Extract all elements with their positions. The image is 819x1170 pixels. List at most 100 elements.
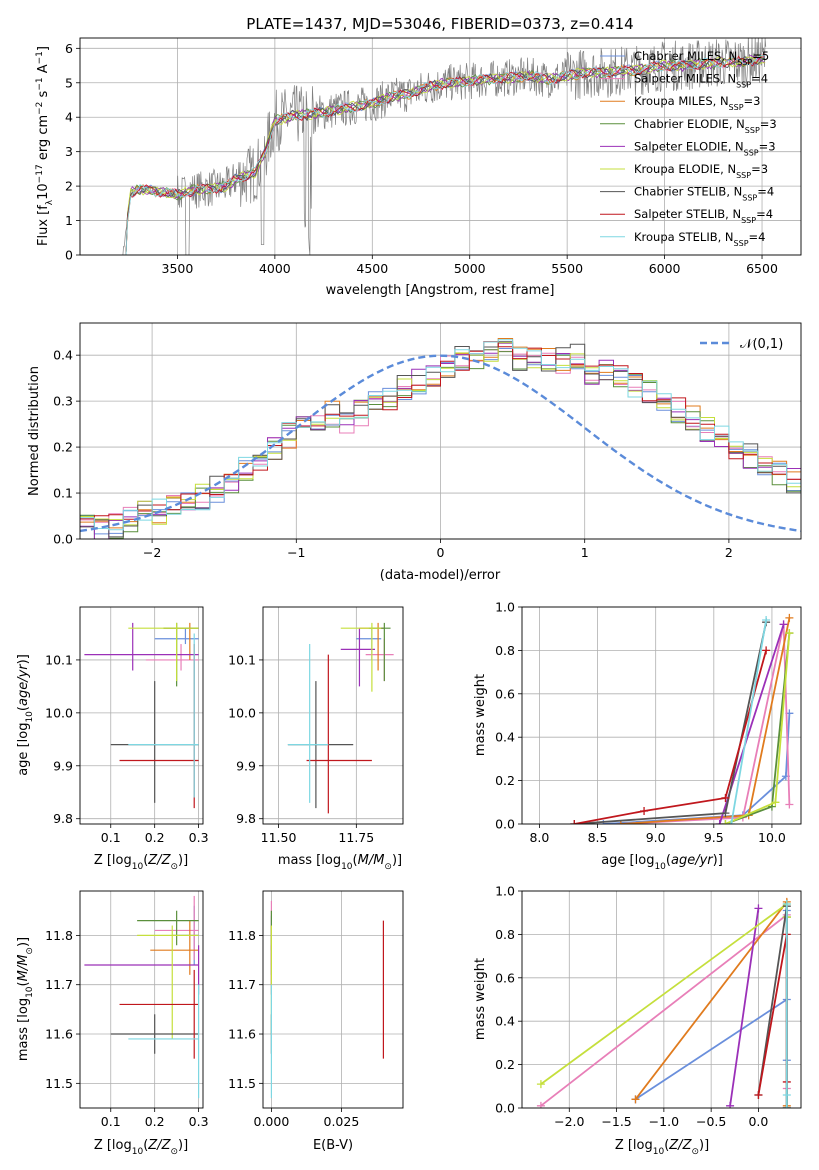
panel-mass-weight-vs-age: 8.0 8.5 9.0 9.5 10.0 0.0 0.2 0.4 0.6 0.8 1.0 (495, 600, 802, 845)
label-part: )] (178, 1138, 188, 1153)
grid (259, 607, 403, 828)
x-tick-label: 9.0 (646, 830, 666, 845)
x-tick-label: 0.0 (748, 1114, 768, 1129)
label-part: ⊙ (170, 1147, 178, 1157)
age-z-y-axis-label: age [log10(age/yr)] (16, 654, 35, 776)
label-part: 10 (654, 862, 666, 872)
label-part: )] (178, 853, 188, 868)
mass-ebv-x-axis-label: E(B-V) (313, 1138, 353, 1153)
label-part: )] (16, 937, 31, 947)
x-tick-label: 8.0 (529, 830, 549, 845)
panel-residual-histogram: −2 −1 0 1 2 0.0 0.1 0.2 0.3 0.4 (53, 322, 802, 560)
y-tick-label: 9.8 (53, 811, 73, 826)
legend-sub: SSP (737, 58, 752, 67)
weight-marker (536, 1080, 545, 1089)
x-tick-label: 0.1 (101, 1114, 121, 1129)
legend-name: Kroupa ELODIE, N (634, 162, 736, 176)
weight-marker (762, 616, 771, 625)
weight-line-salpeter-miles (620, 624, 791, 824)
weight-line-salpeter-elodie (729, 908, 760, 1106)
legend-label: Salpeter ELODIE, NSSP=3 (634, 139, 776, 157)
grid (76, 607, 203, 828)
histogram-salpeter-stelib (80, 341, 801, 520)
weight-marker (721, 820, 730, 824)
label-part: s (36, 90, 51, 101)
plot-area (536, 897, 791, 1108)
histogram-y-axis-label: Normed distribution (27, 366, 42, 496)
y-tick-label: 3 (65, 144, 73, 159)
legend-label: Kroupa MILES, NSSP=3 (634, 94, 760, 112)
panel-age-vs-mass: 11.50 11.75 9.8 9.9 10.0 10.1 (228, 606, 404, 845)
legend-sub: SSP (729, 103, 744, 112)
label-part: Z [log (615, 1138, 653, 1153)
weight-marker (771, 798, 780, 807)
legend-name: Salpeter MILES, N (634, 72, 736, 86)
y-tick-label: 11.7 (228, 977, 256, 992)
x-tick-label: −1.0 (649, 1114, 679, 1129)
y-tick-label: 11.5 (45, 1076, 73, 1091)
y-tick-label: 4 (65, 110, 73, 125)
y-tick-label: 0.6 (495, 686, 515, 701)
x-tick-label: 11.75 (338, 830, 374, 845)
label-part: ] (36, 46, 51, 51)
y-tick-label: 0.0 (53, 532, 73, 547)
grid (259, 891, 403, 1112)
y-tick-label: 0.8 (495, 927, 515, 942)
y-tick-label: 9.9 (53, 758, 73, 773)
legend-name: Kroupa MILES, N (634, 94, 729, 108)
y-tick-label: 0.4 (495, 730, 515, 745)
panel-age-vs-z: 0.1 0.2 0.3 9.8 9.9 10.0 10.1 (45, 606, 209, 845)
x-tick-label: 0 (437, 545, 445, 560)
weight-marker (785, 613, 794, 622)
histogram-salpeter-elodie (80, 342, 801, 539)
y-tick-label: 2 (65, 179, 73, 194)
y-tick-label: 0.2 (495, 773, 515, 788)
spectrum-x-axis-label: wavelength [Angstrom, rest frame] (326, 283, 555, 298)
label-part: ⊙ (25, 947, 35, 955)
axes-frame (79, 322, 802, 540)
label-part: age [log (601, 853, 654, 868)
x-tick-label: 5000 (454, 261, 486, 276)
x-tick-label: 0.2 (145, 1114, 165, 1129)
x-tick-label: 8.5 (588, 830, 608, 845)
label-part: λ (45, 199, 55, 205)
label-part: )] (392, 853, 402, 868)
y-tick-label: 11.8 (228, 928, 256, 943)
y-tick-label: 10.0 (45, 705, 73, 720)
axes-frame (521, 606, 802, 825)
label-part: erg cm (36, 115, 51, 164)
y-tick-label: 0.4 (495, 1014, 515, 1029)
label-part: Z/Z (668, 1138, 692, 1153)
panel-spectrum: 3500 4000 4500 5000 5500 6000 6500 0 1 2 3 4 5 6 (65, 37, 802, 276)
x-tick-label: 2 (725, 545, 733, 560)
axes-frame (79, 606, 204, 825)
label-part: ⊙ (170, 862, 178, 872)
x-tick-label: −1 (287, 545, 305, 560)
label-part: −1 (35, 77, 45, 90)
legend-name: Kroupa STELIB, N (634, 230, 734, 244)
label-part: ( (664, 1138, 669, 1153)
plot-area (84, 622, 199, 809)
label-part: 10 (25, 711, 35, 723)
figure-title: PLATE=1437, MJD=53046, FIBERID=0373, z=0… (246, 15, 633, 33)
label-part: −17 (35, 164, 45, 183)
y-tick-label: 10.1 (45, 652, 73, 667)
weight-marker (536, 1101, 545, 1108)
y-tick-label: 6 (65, 41, 73, 56)
weight-age-x-axis-label: age [log10(age/yr)] (601, 853, 723, 872)
y-tick-label: 0.0 (495, 1101, 515, 1116)
y-tick-label: 11.5 (228, 1076, 256, 1091)
label-part: M/M (16, 955, 31, 982)
panel-mass-weight-vs-z: −2.0 −1.5 −1.0 −0.5 0.0 0.0 0.2 0.4 0.6 0.8 1.0 (495, 884, 802, 1129)
x-tick-label: 0.2 (145, 830, 165, 845)
label-part: 10 (341, 862, 353, 872)
y-tick-label: 10.0 (228, 705, 256, 720)
legend-sub: SSP (736, 171, 751, 180)
legend-count: =5 (752, 49, 769, 63)
y-tick-label: 0.6 (495, 970, 515, 985)
label-part: age/yr (16, 663, 31, 706)
legend-sub: SSP (742, 193, 757, 202)
legend-label: Chabrier MILES, NSSP=5 (634, 49, 769, 67)
